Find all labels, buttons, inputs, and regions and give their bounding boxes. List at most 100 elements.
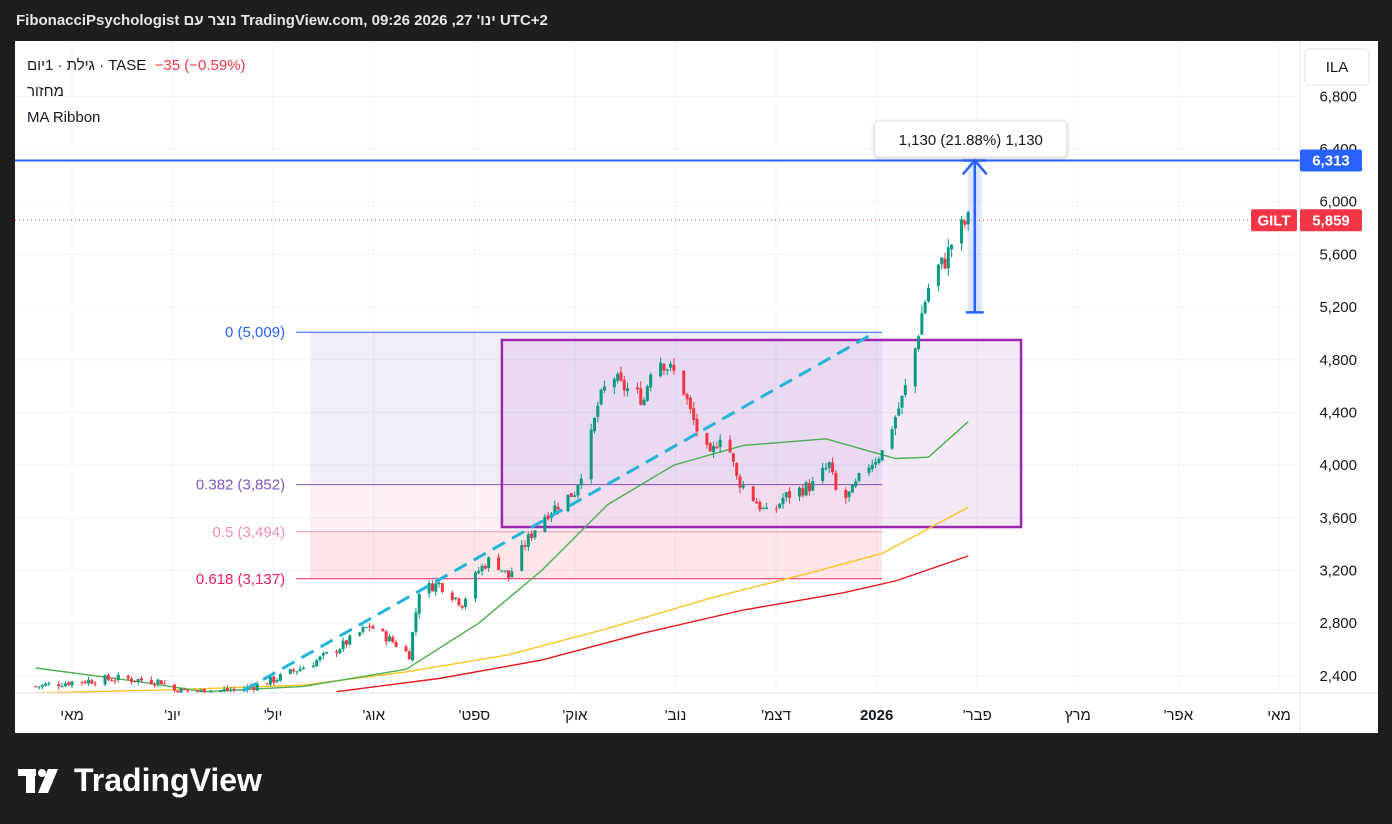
candle-body bbox=[103, 675, 107, 685]
candle-body bbox=[526, 534, 530, 547]
y-tick-label: 5,200 bbox=[1319, 299, 1357, 316]
x-tick-label: 'יול bbox=[264, 707, 283, 724]
candle-body bbox=[60, 686, 64, 688]
candle-body bbox=[755, 501, 759, 504]
candle-body bbox=[649, 374, 653, 388]
candle-body bbox=[414, 612, 418, 632]
candle-body bbox=[966, 212, 970, 225]
y-tick-label: 6,000 bbox=[1319, 194, 1357, 211]
candle-body bbox=[454, 597, 458, 599]
candle-body bbox=[93, 683, 97, 685]
candle-body bbox=[229, 689, 233, 691]
candle-body bbox=[457, 598, 461, 606]
candle-body bbox=[669, 363, 673, 368]
candle-body bbox=[500, 570, 504, 572]
candle-body bbox=[811, 481, 815, 491]
x-tick-label: מאי bbox=[1267, 707, 1291, 724]
tradingview-logo: TradingView bbox=[18, 762, 262, 799]
candle-body bbox=[890, 429, 894, 449]
candle-body bbox=[857, 473, 861, 481]
candle-body bbox=[176, 690, 180, 693]
candle-body bbox=[159, 680, 163, 685]
candle-body bbox=[407, 651, 411, 660]
x-tick-label: 'יונ bbox=[164, 707, 181, 724]
candle-body bbox=[920, 313, 924, 335]
candle-body bbox=[348, 635, 352, 645]
candle-body bbox=[70, 681, 74, 686]
x-tick-label: 'ספט bbox=[459, 707, 491, 724]
candle-body bbox=[255, 683, 259, 691]
candle-body bbox=[708, 443, 712, 452]
candle-body bbox=[288, 669, 292, 674]
price-tag-bg bbox=[1300, 149, 1362, 172]
candle-body bbox=[735, 463, 739, 476]
candle-body bbox=[90, 680, 94, 684]
candle-body bbox=[384, 631, 388, 642]
y-tick-label: 6,800 bbox=[1319, 88, 1357, 105]
candle-body bbox=[834, 472, 838, 490]
fib-level-label: 0.618 (3,137) bbox=[196, 571, 285, 588]
candle-body bbox=[705, 433, 709, 445]
y-tick-label: 4,800 bbox=[1319, 352, 1357, 369]
candle-body bbox=[877, 459, 881, 463]
candle-body bbox=[616, 374, 620, 382]
candle-body bbox=[639, 388, 643, 405]
x-tick-label: 'אפר bbox=[1164, 707, 1194, 724]
currency-button[interactable]: ILA bbox=[1304, 48, 1370, 86]
chart-frame[interactable]: 0 (5,009) 0.382 (3,852) 0.5 (3,494) 0.618 (… bbox=[15, 41, 1378, 733]
candle-body bbox=[199, 689, 203, 692]
candle-body bbox=[232, 689, 236, 691]
candle-body bbox=[67, 682, 71, 686]
candle-body bbox=[341, 640, 345, 650]
candle-body bbox=[126, 675, 130, 679]
candle-body bbox=[404, 646, 408, 652]
candle-body bbox=[278, 674, 282, 681]
candle-body bbox=[430, 583, 434, 592]
measure-label-bg bbox=[874, 120, 1068, 158]
candle-body bbox=[798, 487, 802, 497]
candle-body bbox=[272, 676, 276, 683]
volume-label[interactable]: מחזור bbox=[27, 83, 64, 100]
candle-body bbox=[824, 468, 828, 470]
candle-body bbox=[950, 244, 954, 250]
candle-body bbox=[368, 626, 372, 628]
symbol-label[interactable]: גילת · 1יום · TASE bbox=[27, 57, 147, 74]
candle-body bbox=[831, 462, 835, 473]
candle-body bbox=[692, 408, 696, 421]
candle-body bbox=[209, 691, 213, 693]
plot-area bbox=[15, 41, 1300, 693]
candle-body bbox=[662, 363, 666, 371]
candle-body bbox=[589, 429, 593, 480]
candle-body bbox=[530, 533, 534, 538]
candle-body bbox=[80, 681, 84, 683]
candle-body bbox=[556, 506, 560, 510]
price-chart[interactable]: 0 (5,009) 0.382 (3,852) 0.5 (3,494) 0.618 (… bbox=[15, 41, 1378, 733]
candle-body bbox=[57, 684, 61, 687]
candle-body bbox=[411, 632, 415, 661]
ma-long-line bbox=[336, 555, 969, 693]
candle-body bbox=[685, 394, 689, 400]
candle-body bbox=[116, 674, 120, 681]
candle-body bbox=[599, 389, 603, 405]
candle-body bbox=[268, 676, 272, 685]
candle-body bbox=[827, 462, 831, 468]
candle-body bbox=[136, 678, 140, 682]
candle-body bbox=[847, 491, 851, 497]
candle-body bbox=[510, 571, 514, 578]
candle-body bbox=[801, 488, 805, 496]
candle-body bbox=[523, 545, 527, 547]
candle-body bbox=[44, 683, 48, 686]
candle-body bbox=[225, 688, 229, 691]
candle-body bbox=[731, 453, 735, 462]
candle-body bbox=[778, 503, 782, 508]
candle-body bbox=[325, 652, 329, 654]
candle-body bbox=[301, 667, 305, 670]
candle-body bbox=[460, 605, 464, 608]
candle-body bbox=[741, 485, 745, 488]
candle-body bbox=[960, 219, 964, 244]
candle-body bbox=[113, 680, 117, 682]
indicator-label[interactable]: MA Ribbon bbox=[27, 109, 101, 126]
candle-body bbox=[106, 674, 110, 680]
candle-body bbox=[804, 482, 808, 496]
price-tag: 6,313 bbox=[1300, 149, 1362, 172]
